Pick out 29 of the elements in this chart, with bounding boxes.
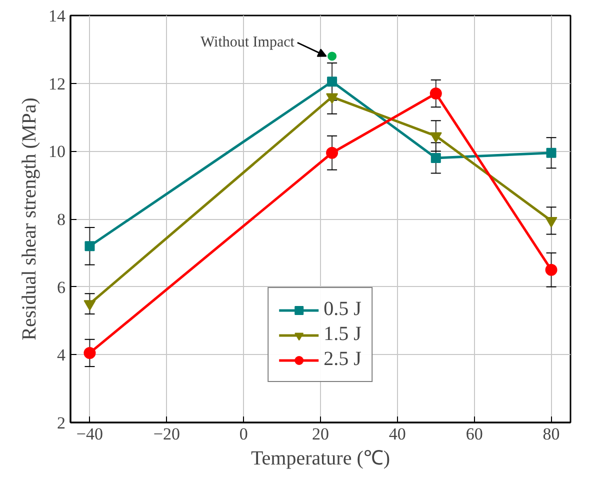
legend-label: 0.5 J xyxy=(324,298,362,321)
y-tick-label: 6 xyxy=(57,278,66,297)
x-tick-label: 60 xyxy=(466,424,483,444)
legend-label: 2.5 J xyxy=(324,348,362,371)
point xyxy=(84,241,95,252)
x-tick-label: 80 xyxy=(542,424,560,444)
point xyxy=(328,52,337,61)
y-tick-label: 12 xyxy=(48,74,66,94)
point xyxy=(430,88,442,100)
point xyxy=(546,148,556,158)
legend-label: 1.5 J xyxy=(324,323,362,346)
annotation: Without Impact xyxy=(200,34,296,51)
point xyxy=(430,152,441,163)
x-tick-label: 40 xyxy=(388,424,406,444)
y-tick-label: 4 xyxy=(57,346,66,365)
point xyxy=(84,346,96,359)
x-tick-label: 0 xyxy=(239,424,248,444)
y-tick-label: 8 xyxy=(57,210,66,229)
y-tick-label: 10 xyxy=(48,142,66,162)
x-axis-title: Temperature (℃) xyxy=(250,448,390,470)
y-tick-label: 14 xyxy=(48,6,66,26)
x-tick-label: −40 xyxy=(76,424,104,444)
point xyxy=(327,76,338,87)
y-tick-label: 2 xyxy=(57,414,66,432)
y-axis-title: Residual shear strength (MPa) xyxy=(18,98,40,340)
x-tick-label: 20 xyxy=(312,424,329,444)
x-tick-label: −20 xyxy=(153,424,180,444)
point xyxy=(545,264,558,276)
point xyxy=(326,146,338,159)
